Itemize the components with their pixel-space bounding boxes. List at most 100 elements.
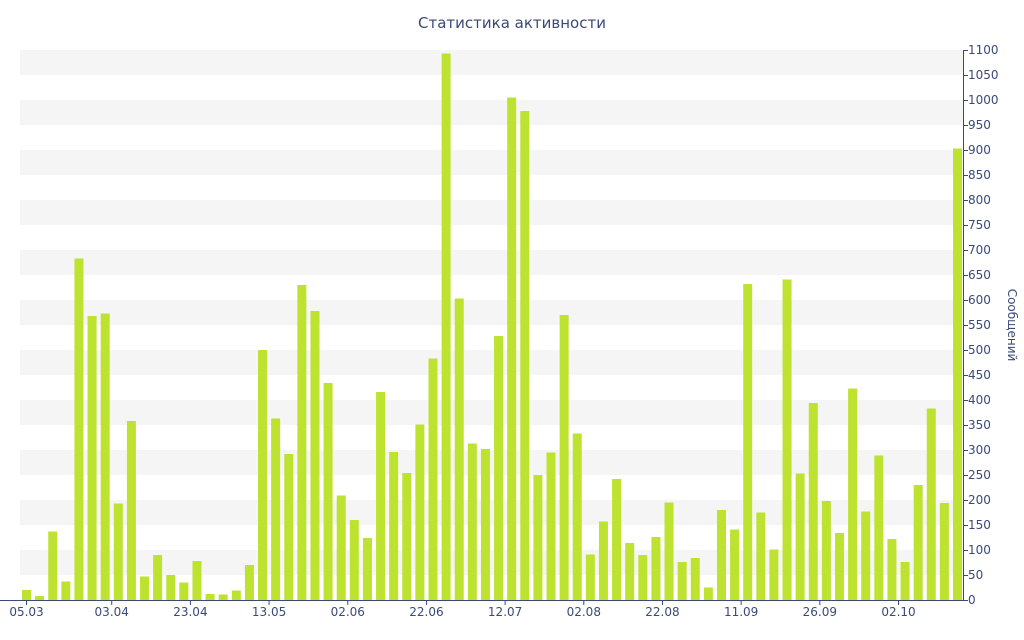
x-tick-label: 11.09: [724, 605, 758, 619]
bar: [349, 520, 359, 600]
bar: [874, 455, 884, 600]
bar: [769, 549, 779, 600]
bar: [205, 594, 215, 600]
bar: [638, 555, 648, 600]
bar: [821, 501, 831, 600]
bar: [480, 449, 490, 600]
bar: [258, 350, 268, 600]
bar: [533, 475, 543, 600]
bar: [376, 392, 386, 600]
bar: [677, 562, 687, 600]
x-tick-label: 22.08: [645, 605, 679, 619]
bar: [244, 565, 254, 600]
bar: [415, 424, 425, 600]
bar: [428, 358, 438, 600]
bar: [598, 521, 608, 600]
y-axis-label: Сообщений: [1005, 289, 1019, 362]
grid-band: [20, 500, 963, 525]
grid-band: [20, 100, 963, 125]
bar: [507, 97, 517, 600]
y-tick-label: 800: [968, 193, 991, 207]
bar: [900, 562, 910, 600]
x-tick-label: 02.06: [331, 605, 365, 619]
chart-title: Статистика активности: [418, 14, 606, 32]
bar: [179, 582, 189, 600]
bar: [926, 408, 936, 600]
bar: [284, 454, 294, 600]
y-tick-label: 0: [968, 593, 976, 607]
y-tick-label: 150: [968, 518, 991, 532]
bar: [953, 148, 962, 600]
y-tick-label: 250: [968, 468, 991, 482]
y-tick-label: 200: [968, 493, 991, 507]
y-tick-label: 700: [968, 243, 991, 257]
bar: [166, 575, 176, 600]
bar: [848, 388, 858, 600]
bar: [572, 433, 582, 600]
x-tick-label: 13.05: [252, 605, 286, 619]
y-tick-label: 650: [968, 268, 991, 282]
bar: [323, 383, 333, 600]
bar: [87, 316, 97, 600]
grid-band: [20, 450, 963, 475]
bar: [651, 537, 661, 600]
bar: [48, 531, 58, 600]
bar: [35, 596, 45, 600]
bar: [913, 485, 923, 600]
bar: [664, 502, 674, 600]
bar: [310, 311, 320, 600]
bar: [703, 587, 713, 600]
y-tick-label: 900: [968, 143, 991, 157]
bar: [782, 279, 792, 600]
bar: [795, 473, 805, 600]
x-tick-label: 03.04: [95, 605, 129, 619]
bar: [730, 529, 740, 600]
bar: [113, 503, 123, 600]
bar: [22, 590, 31, 600]
grid-band: [20, 550, 963, 575]
bar: [808, 403, 818, 600]
y-tick-label: 600: [968, 293, 991, 307]
grid-band: [20, 400, 963, 425]
grid-band: [20, 300, 963, 325]
grid-band: [20, 200, 963, 225]
bar: [336, 495, 346, 600]
y-tick-label: 100: [968, 543, 991, 557]
x-tick-label: 26.09: [803, 605, 837, 619]
y-tick-label: 400: [968, 393, 991, 407]
x-axis-ticks: 05.03 03.04 23.04 13.05 02.06 22.06 12.07 02.08…: [9, 600, 916, 619]
bar: [756, 512, 766, 600]
x-tick-label: 22.06: [409, 605, 443, 619]
x-tick-label: 02.08: [567, 605, 601, 619]
bar: [585, 554, 595, 600]
bar: [612, 479, 622, 600]
y-tick-label: 1000: [968, 93, 999, 107]
grid-band: [20, 350, 963, 375]
bar: [389, 452, 399, 600]
bar: [625, 543, 635, 600]
y-tick-label: 850: [968, 168, 991, 182]
bar: [100, 313, 110, 600]
bar: [939, 503, 949, 600]
bar: [153, 555, 163, 600]
y-tick-label: 50: [968, 568, 983, 582]
grid-band: [20, 250, 963, 275]
x-tick-label: 12.07: [488, 605, 522, 619]
y-tick-label: 1050: [968, 68, 999, 82]
bar: [887, 539, 897, 600]
bar: [61, 581, 71, 600]
bar: [494, 336, 504, 600]
bar: [520, 111, 530, 600]
grid-bands: [20, 50, 963, 575]
y-tick-label: 450: [968, 368, 991, 382]
x-tick-label: 05.03: [9, 605, 43, 619]
bar: [74, 258, 84, 600]
bar: [716, 510, 726, 600]
x-tick-label: 23.04: [173, 605, 207, 619]
bar: [690, 558, 700, 600]
bar: [546, 452, 556, 600]
bar: [218, 594, 228, 600]
y-tick-label: 750: [968, 218, 991, 232]
bar: [271, 418, 281, 600]
